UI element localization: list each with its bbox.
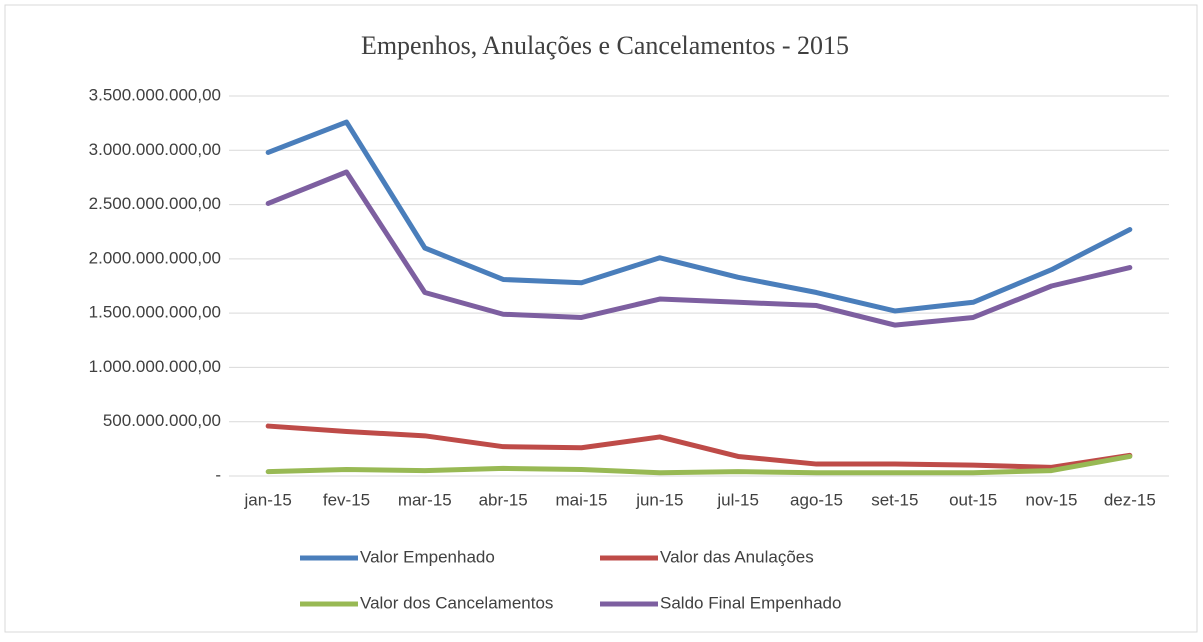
legend-label: Valor dos Cancelamentos: [360, 593, 553, 612]
y-tick-label: 2.000.000.000,00: [89, 248, 221, 267]
x-tick-label: jul-15: [716, 490, 759, 509]
chart-frame: [4, 4, 1198, 633]
x-tick-label: abr-15: [479, 490, 528, 509]
y-tick-label: 2.500.000.000,00: [89, 194, 221, 213]
line-series: [265, 423, 1133, 470]
x-tick-label: ago-15: [790, 490, 843, 509]
x-tick-label: jan-15: [244, 490, 292, 509]
line-series: [265, 119, 1133, 314]
x-tick-label: set-15: [871, 490, 918, 509]
y-tick-label: 3.500.000.000,00: [89, 85, 221, 104]
y-tick-label: 1.000.000.000,00: [89, 357, 221, 376]
x-tick-label: dez-15: [1104, 490, 1156, 509]
x-tick-label: mar-15: [398, 490, 452, 509]
x-tick-label: jun-15: [635, 490, 683, 509]
x-tick-label: nov-15: [1026, 490, 1078, 509]
y-tick-label: 3.000.000.000,00: [89, 140, 221, 159]
y-tick-label: 500.000.000,00: [103, 411, 221, 430]
line-series: [265, 169, 1133, 328]
legend-label: Saldo Final Empenhado: [660, 593, 841, 612]
chart-title: Empenhos, Anulações e Cancelamentos - 20…: [361, 31, 849, 60]
y-tick-label: 1.500.000.000,00: [89, 303, 221, 322]
x-tick-label: fev-15: [323, 490, 370, 509]
legend-label: Valor das Anulações: [660, 547, 814, 566]
x-tick-label: out-15: [949, 490, 997, 509]
line-series: [265, 453, 1133, 476]
y-tick-label: -: [215, 465, 221, 484]
legend-label: Valor Empenhado: [360, 547, 495, 566]
x-tick-label: mai-15: [556, 490, 608, 509]
